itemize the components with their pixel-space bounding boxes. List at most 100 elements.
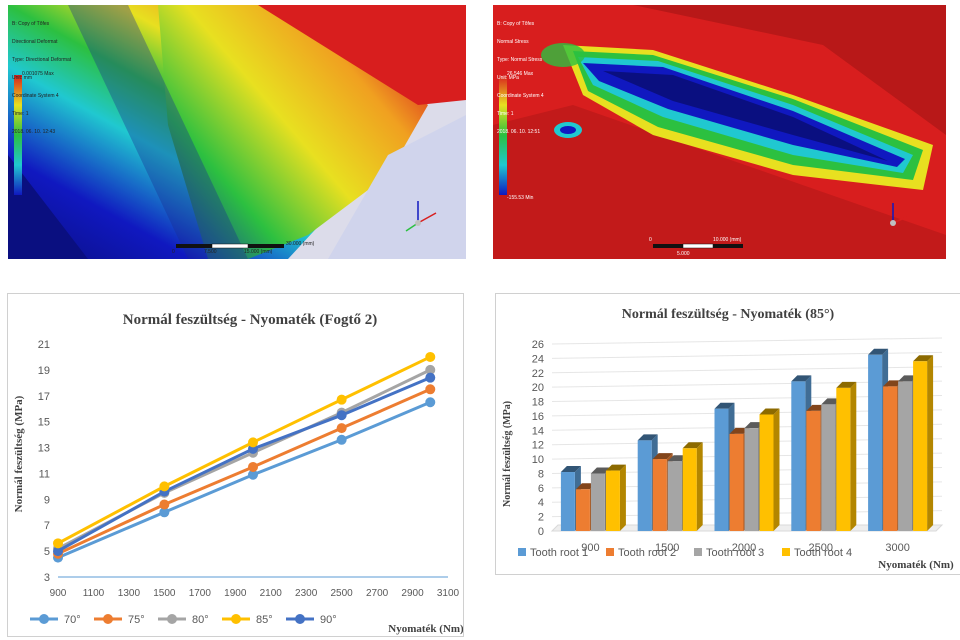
fea-scale-tick: 0 [172,249,175,255]
data-point [336,394,347,405]
legend-marker [103,614,113,624]
bar [821,404,836,531]
fea-scale-tick: 5.000 [677,251,690,257]
bar [883,386,898,531]
data-point [159,499,170,510]
x-tick-label: 2000 [732,542,756,554]
bar [806,410,821,531]
fea-scale-tick: 30.000 (mm) [286,241,315,247]
y-axis-label: Normál feszültség (MPa) [502,401,513,507]
y-axis-label: Normál feszültség (MPa) [13,395,25,512]
fea-min-label: -155.53 Min [507,195,534,201]
x-tick-label: 2500 [331,588,354,599]
y-tick-label: 18 [532,397,544,409]
bar-top [759,408,780,415]
bar-top [560,466,581,473]
fea-triad-icon [405,201,437,232]
bar-side [696,442,703,531]
bar [868,354,883,531]
bar-top [898,375,919,382]
data-point [336,423,347,434]
legend-label: Tooth root 3 [706,547,764,559]
line-chart: Normál feszültség - Nyomaték (Fogtő 2) N… [13,312,463,635]
data-point [336,434,347,445]
y-tick-label: 20 [532,382,544,394]
series-line [57,376,431,553]
y-tick-label: 7 [44,520,50,532]
bar-side [773,408,780,531]
fea-scale-bar [176,243,284,249]
bar-top [836,381,857,388]
x-axis-label: Nyomaték (Nm) [388,623,463,635]
bar [560,472,575,531]
legend-swatch [606,548,614,556]
legend-label: 85° [256,614,273,626]
bar [759,414,774,531]
data-point [159,481,170,492]
bar-top [652,453,673,460]
bar-top [868,348,889,355]
y-tick-label: 24 [532,353,544,365]
x-tick-label: 2900 [401,588,424,599]
bar [575,489,590,531]
data-point [425,372,436,383]
x-tick-label: 1700 [189,588,212,599]
legend-marker [39,614,49,624]
data-point [425,351,436,362]
bar [913,361,928,531]
data-point [53,546,63,557]
legend-label: 70° [64,614,81,626]
fea-scale-tick: 0 [649,237,652,243]
legend-marker [231,614,241,624]
fea-legend-colorbar [14,75,22,195]
bar [605,470,620,531]
y-tick-label: 17 [38,391,50,403]
y-tick-label: 4 [538,497,544,509]
x-tick-label: 1500 [655,542,679,554]
y-tick-label: 16 [532,411,544,423]
y-tick-label: 11 [39,468,50,480]
y-tick-label: 6 [538,483,544,495]
fea-max-label: 0.001075 Max [22,71,54,77]
series-line [57,355,431,545]
fea-scale-tick: 15.000 (mm) [244,249,273,255]
fea-deformation-image: B: Copy of Tõfes Directional Deformat Ty… [8,5,466,259]
fea-scale-tick: 7.500 [204,249,217,255]
legend-marker [295,614,305,624]
y-tick-label: 15 [38,417,50,429]
chart-title: Normál feszültség - Nyomaték (85°) [622,307,835,322]
data-point [248,469,258,480]
fea-stress-render [493,5,946,259]
data-point [336,410,347,421]
bar-side [619,464,626,531]
legend-swatch [518,548,526,556]
data-point [159,507,170,518]
x-tick-label: 1300 [118,588,141,599]
x-tick-label: 900 [50,588,67,599]
bar-top [883,380,904,387]
bar [637,440,652,531]
fea-scale-bar [653,243,743,249]
legend-label: 90° [320,614,337,626]
bar-chart: Normál feszültség - Nyomaték (85°) Normá… [502,307,954,571]
fea-triad-icon [890,203,908,226]
fea-deformation-render [8,5,466,259]
legend-label: 80° [192,614,209,626]
bar-top [605,464,626,471]
x-tick-label: 2700 [366,588,389,599]
x-tick-label: 1100 [83,588,105,599]
legend-label: Tooth root 1 [530,547,588,559]
bar [667,461,682,531]
x-tick-label: 3100 [437,588,460,599]
bar [744,428,759,531]
y-tick-label: 13 [38,443,50,455]
series-line [57,368,431,550]
bar-top [682,442,703,449]
line-chart-panel: Normál feszültség - Nyomaték (Fogtő 2) N… [7,293,464,637]
y-tick-label: 19 [38,365,50,377]
legend-swatch [782,548,790,556]
y-tick-label: 0 [538,526,544,538]
bar-side [927,355,934,531]
x-tick-label: 1500 [153,588,176,599]
chart-title: Normál feszültség - Nyomaték (Fogtő 2) [123,312,378,328]
